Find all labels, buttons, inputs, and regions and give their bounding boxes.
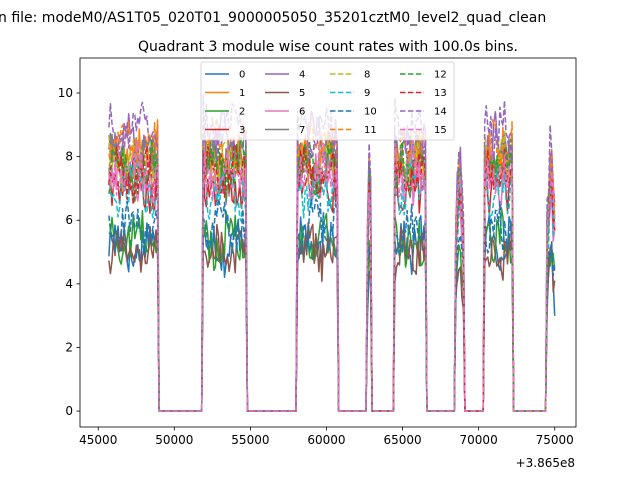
x-tick-label: 75000 xyxy=(536,433,574,447)
legend-label-5: 5 xyxy=(299,88,305,99)
x-tick-label: 65000 xyxy=(383,433,421,447)
y-axis: 0 2 4 6 8 10 xyxy=(58,86,80,418)
y-tick-label: 8 xyxy=(65,150,73,164)
legend-label-1: 1 xyxy=(239,88,245,99)
x-tick-label: 60000 xyxy=(307,433,345,447)
x-axis-offset-label: +3.865e8 xyxy=(516,456,575,470)
plot-area: 45000 50000 55000 60000 65000 70000 75000 0 2 4 6… xyxy=(58,57,577,470)
legend-label-15: 15 xyxy=(434,125,447,136)
legend-label-4: 4 xyxy=(299,70,305,81)
x-tick-label: 45000 xyxy=(79,433,117,447)
legend-label-14: 14 xyxy=(434,107,447,118)
y-tick-label: 10 xyxy=(58,86,73,100)
series-lines xyxy=(108,94,556,412)
x-axis: 45000 50000 55000 60000 65000 70000 75000 xyxy=(79,427,574,447)
legend-label-9: 9 xyxy=(364,88,370,99)
legend-label-8: 8 xyxy=(364,70,370,81)
legend-label-6: 6 xyxy=(299,107,305,118)
legend-label-10: 10 xyxy=(364,107,377,118)
legend-label-12: 12 xyxy=(434,70,447,81)
series-line-15 xyxy=(108,139,556,412)
y-tick-label: 2 xyxy=(65,340,73,354)
legend-label-3: 3 xyxy=(239,125,245,136)
chart-title: Quadrant 3 module wise count rates with … xyxy=(138,39,518,55)
y-tick-label: 4 xyxy=(65,277,73,291)
y-tick-label: 0 xyxy=(65,404,73,418)
legend-label-0: 0 xyxy=(239,70,245,81)
x-tick-label: 55000 xyxy=(231,433,269,447)
legend-label-11: 11 xyxy=(364,125,377,136)
axes-frame xyxy=(79,57,577,428)
legend-label-7: 7 xyxy=(299,125,305,136)
legend-label-2: 2 xyxy=(239,107,245,118)
x-tick-label: 70000 xyxy=(460,433,498,447)
y-tick-label: 6 xyxy=(65,213,73,227)
legend-box xyxy=(200,61,455,141)
figure-suptitle: n file: modeM0/AS1T05_020T01_9000005050_… xyxy=(0,10,546,26)
legend-label-13: 13 xyxy=(434,88,447,99)
x-tick-label: 50000 xyxy=(155,433,193,447)
